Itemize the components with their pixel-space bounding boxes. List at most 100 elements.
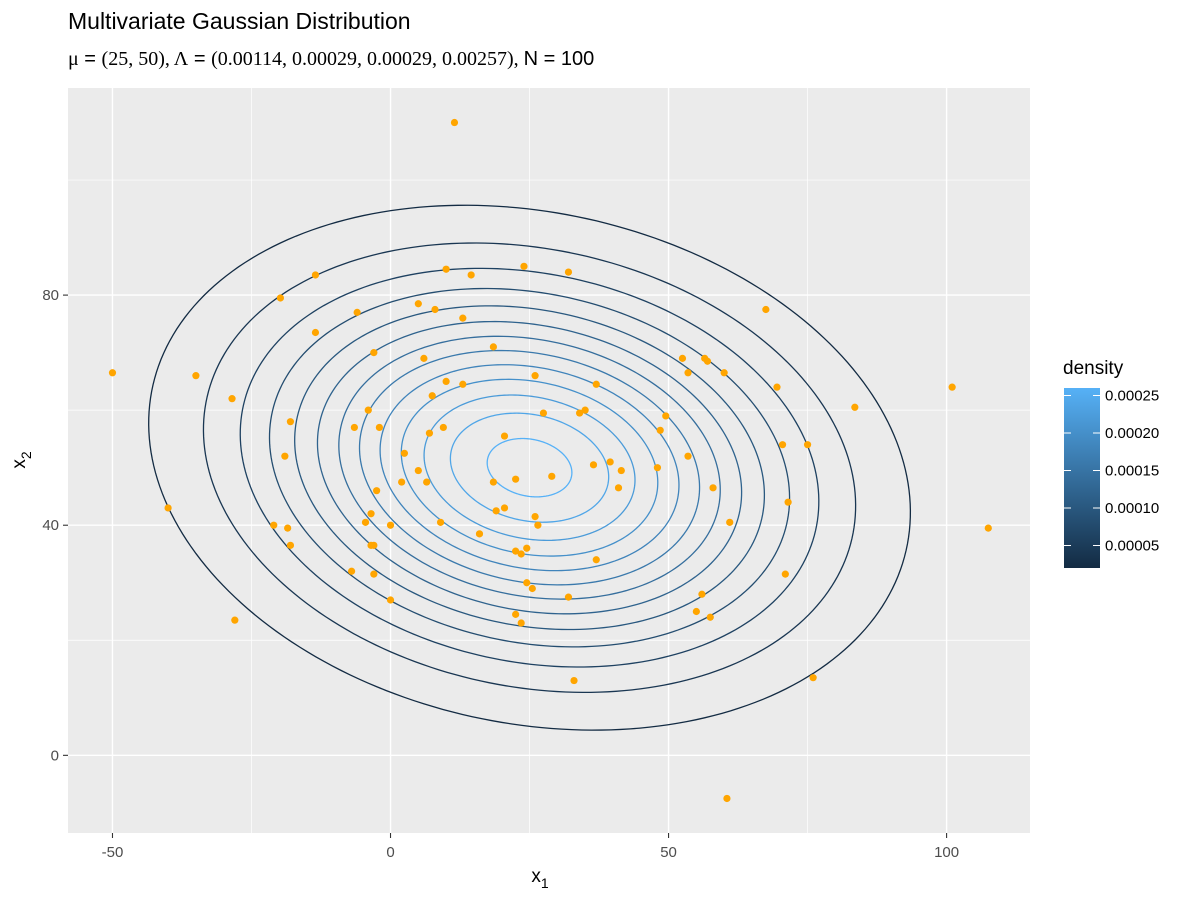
data-point <box>564 268 573 276</box>
axes: -50 0 50 100 0 40 80 <box>42 287 959 861</box>
minor-gridlines <box>68 88 1030 833</box>
data-point <box>311 328 320 337</box>
contour-line <box>338 335 721 600</box>
contour-line <box>268 287 791 648</box>
data-point <box>662 412 670 420</box>
contour-line <box>294 305 766 631</box>
y-tick-label: 40 <box>42 517 59 534</box>
data-point <box>803 441 812 449</box>
contour-line <box>358 349 701 586</box>
data-point <box>581 406 589 414</box>
data-point <box>347 567 356 575</box>
lambda-value: (0.00114, 0.00029, 0.00029, 0.00257) <box>211 48 514 70</box>
data-point <box>386 521 395 529</box>
data-point <box>375 423 383 432</box>
plot-panel <box>68 88 1030 833</box>
legend-tick-label: 0.00015 <box>1105 463 1159 480</box>
x-tick-label: 50 <box>660 844 677 861</box>
data-point <box>500 432 509 440</box>
data-point <box>270 521 278 529</box>
data-point <box>678 354 687 362</box>
data-point <box>701 354 709 362</box>
y-tick-label: 0 <box>51 747 59 764</box>
contour-line <box>239 267 820 668</box>
legend-colorbar <box>1064 388 1100 568</box>
data-point <box>439 423 447 432</box>
data-point <box>606 458 614 466</box>
data-point <box>311 271 320 279</box>
data-point <box>656 426 664 434</box>
legend-ticks: 0.00005 0.00010 0.00015 0.00020 0.00025 <box>1064 388 1159 555</box>
data-point <box>420 354 428 362</box>
x-tick-label: 0 <box>386 844 394 861</box>
data-point <box>512 610 520 618</box>
data-point <box>948 383 956 391</box>
data-point <box>467 271 475 279</box>
y-axis-title: x2 <box>9 451 34 469</box>
data-point <box>512 475 520 483</box>
data-point <box>489 343 497 351</box>
data-point <box>436 518 445 526</box>
n-value: 100 <box>560 48 595 70</box>
legend-tick-label: 0.00010 <box>1105 500 1159 517</box>
contour-line <box>486 437 573 498</box>
contour-line <box>202 242 857 694</box>
data-point <box>364 406 372 414</box>
contour-line <box>316 320 743 615</box>
data-point <box>367 510 375 518</box>
data-point <box>723 794 731 803</box>
contour-line <box>423 394 636 542</box>
data-point <box>414 466 422 475</box>
mu-symbol: μ <box>68 48 79 70</box>
data-point <box>984 524 992 532</box>
data-point <box>425 429 434 437</box>
legend-title: density <box>1063 358 1124 379</box>
data-point <box>398 478 406 486</box>
data-point <box>276 294 285 302</box>
data-point <box>684 452 692 460</box>
legend-tick-label: 0.00005 <box>1105 538 1159 555</box>
legend: density 0.000050.000100.000150.000200.00… <box>1063 358 1159 568</box>
data-point <box>228 395 236 403</box>
data-point <box>517 619 525 627</box>
chart-subtitle: μ = (25, 50), Λ = (0.00114, 0.00029, 0.0… <box>68 48 595 70</box>
data-point <box>442 265 450 273</box>
data-points <box>108 118 992 803</box>
data-point <box>617 466 625 475</box>
data-point <box>281 452 289 460</box>
data-point <box>726 518 734 526</box>
data-point <box>692 607 700 616</box>
data-point <box>564 593 573 601</box>
data-point <box>284 524 292 532</box>
data-point <box>350 423 358 432</box>
data-point <box>684 369 692 377</box>
data-point <box>192 372 200 380</box>
data-point <box>592 380 600 388</box>
data-point <box>709 484 717 492</box>
data-point <box>475 530 484 538</box>
data-point <box>570 676 578 685</box>
data-point <box>286 541 295 549</box>
data-point <box>781 570 789 578</box>
data-point <box>164 504 172 512</box>
data-point <box>400 449 409 457</box>
major-gridlines <box>68 88 1030 833</box>
x-axis-title: x1 <box>531 866 549 891</box>
contour-line <box>148 204 912 731</box>
data-point <box>512 547 520 555</box>
data-point <box>492 507 500 515</box>
data-point <box>706 613 714 621</box>
density-contours <box>148 204 912 731</box>
data-point <box>361 518 370 526</box>
data-point <box>534 521 542 529</box>
data-point <box>500 504 509 512</box>
legend-tick-label: 0.00025 <box>1105 388 1159 405</box>
data-point <box>778 441 787 449</box>
data-point <box>108 369 117 377</box>
data-point <box>773 383 781 391</box>
data-point <box>520 262 528 270</box>
data-point <box>370 570 378 578</box>
chart-title: Multivariate Gaussian Distribution <box>68 8 411 34</box>
data-point <box>367 541 375 549</box>
data-point <box>589 461 598 469</box>
